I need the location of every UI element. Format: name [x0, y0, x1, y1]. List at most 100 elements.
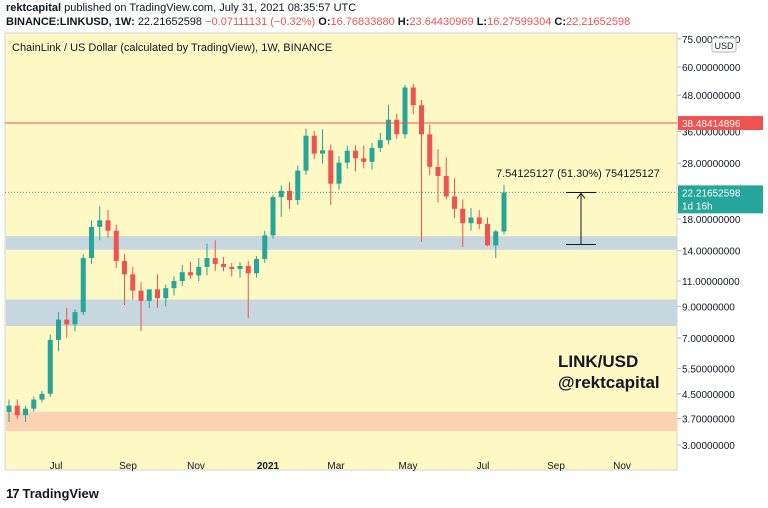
candle[interactable] [311, 131, 317, 160]
watermark-handle: @rektcapital [558, 373, 660, 392]
candle-body [278, 190, 284, 198]
candle[interactable] [14, 399, 20, 419]
candle[interactable] [419, 99, 424, 242]
candle[interactable] [229, 262, 235, 277]
candle-body [89, 226, 94, 259]
candle[interactable] [303, 128, 309, 175]
candle-body [6, 405, 12, 412]
candle[interactable] [410, 83, 416, 115]
candle[interactable] [287, 182, 292, 209]
footer-brand[interactable]: 17 TradingView [6, 486, 99, 501]
candle[interactable] [179, 264, 185, 286]
y-tick-label: 7.00000000 [682, 334, 735, 345]
candle[interactable] [23, 405, 28, 422]
candle[interactable] [386, 104, 391, 145]
candle[interactable] [427, 124, 433, 176]
candle[interactable] [270, 194, 276, 239]
candle[interactable] [361, 145, 367, 169]
candle[interactable] [501, 184, 507, 235]
candle[interactable] [493, 229, 499, 259]
candle[interactable] [64, 307, 70, 339]
candle[interactable] [237, 261, 243, 278]
close-label: C: [554, 16, 566, 28]
candle[interactable] [122, 254, 127, 305]
candle-body [171, 281, 177, 289]
candle[interactable] [80, 254, 86, 316]
candle[interactable] [72, 309, 78, 332]
candle[interactable] [435, 149, 441, 203]
candle[interactable] [344, 145, 350, 169]
last-price: 22.21652598 [137, 16, 203, 28]
candle[interactable] [171, 276, 177, 296]
candle[interactable] [485, 217, 490, 247]
publisher-name[interactable]: rektcapital [6, 2, 62, 14]
candle-body [320, 150, 325, 154]
candle-body [377, 140, 383, 148]
candle-body [353, 150, 358, 159]
zone-support-lower [6, 411, 677, 432]
resistance-price-label: 38.48414896 [682, 119, 741, 130]
candle[interactable] [394, 113, 400, 140]
candle-body [138, 290, 144, 301]
y-tick-label: 3.00000000 [682, 441, 735, 452]
candle-body [476, 217, 482, 224]
price-axis[interactable] [677, 33, 763, 470]
currency-badge[interactable] [711, 37, 737, 53]
candle[interactable] [460, 199, 466, 248]
candle[interactable] [47, 334, 53, 397]
candle-body [105, 220, 111, 231]
plot-area[interactable] [4, 32, 678, 471]
candle[interactable] [336, 156, 342, 190]
x-tick-label: Jul [477, 461, 490, 472]
candle[interactable] [468, 208, 474, 231]
candle[interactable] [39, 391, 45, 403]
candle[interactable] [6, 399, 12, 422]
candle-body [402, 87, 408, 135]
candle-body [427, 134, 433, 167]
candle-body [130, 274, 136, 291]
open-label: O: [318, 16, 331, 28]
candle-body [212, 258, 218, 264]
candle[interactable] [188, 261, 193, 279]
candle[interactable] [245, 260, 251, 319]
candle[interactable] [155, 274, 160, 308]
candle-body [72, 312, 78, 325]
candle[interactable] [221, 257, 226, 272]
candle-body [369, 147, 375, 162]
ohlc-legend: BINANCE:LINKUSD, 1W: 22.21652598 −0.0711… [6, 16, 630, 28]
candle[interactable] [97, 206, 103, 241]
candle[interactable] [163, 284, 169, 307]
candle[interactable] [353, 145, 358, 172]
y-tick-label: 11.00000000 [682, 277, 740, 288]
candle[interactable] [369, 142, 375, 170]
candle[interactable] [377, 132, 383, 152]
candle[interactable] [212, 240, 218, 272]
candle[interactable] [196, 258, 202, 282]
candle[interactable] [89, 220, 94, 264]
candle[interactable] [146, 289, 152, 308]
candle[interactable] [130, 266, 136, 300]
candle[interactable] [31, 396, 37, 412]
candle[interactable] [452, 178, 457, 219]
candle-body [254, 259, 259, 274]
low-label: L: [476, 16, 488, 28]
candle-body [47, 339, 53, 394]
candle[interactable] [278, 185, 284, 217]
candle[interactable] [320, 129, 325, 164]
candle[interactable] [105, 210, 111, 238]
candle[interactable] [113, 224, 119, 268]
candle[interactable] [254, 256, 259, 278]
candle[interactable] [138, 282, 144, 332]
y-tick-label: 4.50000000 [682, 390, 735, 401]
candle[interactable] [262, 230, 268, 263]
candle[interactable] [295, 165, 301, 205]
candle-body [361, 158, 367, 162]
candle-body [295, 170, 301, 201]
candle[interactable] [476, 210, 482, 230]
candle[interactable] [328, 144, 334, 205]
candle-body [311, 135, 317, 154]
candle[interactable] [402, 85, 408, 139]
candle[interactable] [56, 312, 61, 352]
candle[interactable] [204, 243, 210, 276]
